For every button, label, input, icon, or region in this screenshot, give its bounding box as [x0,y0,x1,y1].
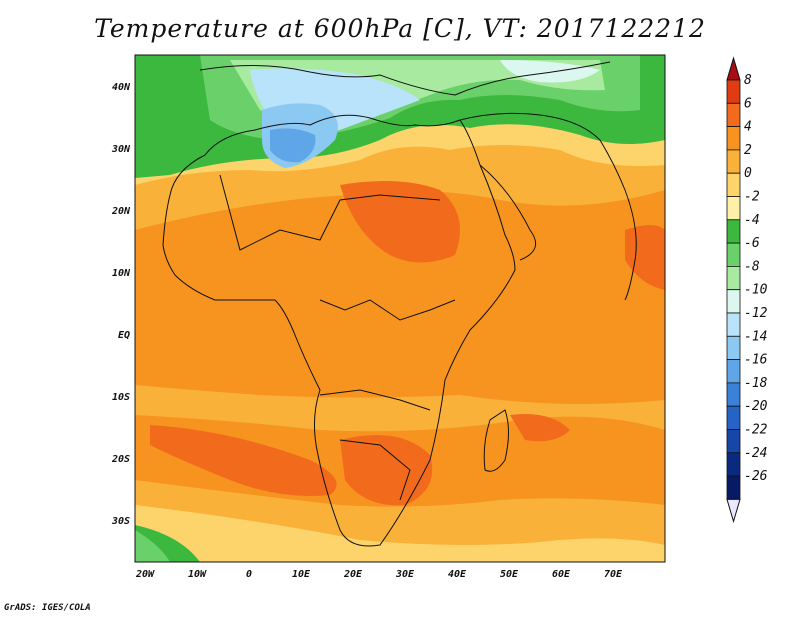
colorbar-bottom-arrow [726,498,741,524]
colorbar-swatch [726,452,741,477]
colorbar-label: -24 [744,446,767,461]
footer-credit: GrADS: IGES/COLA [4,603,91,613]
colorbar-swatch [726,382,741,407]
colorbar-label: -8 [744,259,760,274]
colorbar-top-arrow [726,56,741,81]
field-band-minus16 [270,128,316,163]
colorbar-swatch [726,102,741,128]
temperature-field [135,55,665,562]
colorbar-label: 2 [744,143,752,158]
field-band-plus4-east [625,225,665,290]
colorbar-swatch [726,126,741,151]
lon-label: 10E [292,569,311,580]
map-title: Temperature at 600hPa [C], VT: 201712221… [94,14,706,43]
colorbar-label: -18 [744,376,768,391]
colorbar-label: 0 [744,166,752,181]
lat-label: 20S [111,454,130,465]
mediterranean-coast [199,61,611,96]
colorbar-swatch [726,335,741,360]
colorbar-swatch [726,79,741,104]
field-band-plus4-south [340,435,433,506]
lat-label: 40N [112,82,131,93]
arabia-india-coastline [459,112,637,301]
longitude-labels: 20W 10W 0 10E 20E 30E 40E 50E 60E 70E [135,569,623,580]
colorbar-label: -4 [744,213,760,228]
red-sea-coast [479,164,537,261]
field-band-plus4-se [510,414,570,442]
colorbar-label: -20 [744,399,768,414]
lat-label: 10N [112,268,131,279]
latitude-labels: 40N 30N 20N 10N EQ 10S 20S 30S [111,82,131,527]
field-band-south-lightgreen [135,530,170,562]
colorbar-swatch [726,196,741,221]
colorbar-swatch [726,405,741,430]
colorbar-swatch [726,149,741,174]
southern-borders [319,389,431,411]
colorbar-swatch [726,359,741,384]
lon-label: 40E [448,569,467,580]
colorbar-swatch [726,219,741,244]
colorbar-swatch [726,475,741,500]
field-band-south-edge [135,505,665,562]
colorbar-label: -16 [744,353,768,368]
colorbar-label: 8 [744,73,752,88]
madagascar-outline [483,409,509,472]
colorbar-swatch [726,265,741,291]
central-borders [319,299,456,321]
colorbar-swatch [726,429,741,454]
plot-frame [134,54,666,563]
colorbar-label: 6 [744,96,752,111]
lon-label: 10W [188,569,207,580]
coastlines [162,61,637,547]
lat-label: 20N [111,206,131,217]
lon-label: 50E [500,569,519,580]
colorbar-label: -22 [744,423,768,438]
lon-label: 20E [343,569,363,580]
colorbar-label: -10 [744,283,768,298]
lat-label: 10S [112,392,130,403]
colorbar-label: -2 [744,190,760,205]
colorbar-label: -26 [744,469,768,484]
colorbar-label: -12 [744,306,768,321]
africa-coastline [162,114,516,547]
sahel-borders [219,174,441,251]
lon-label: 30E [395,569,415,580]
colorbar: 8 6 4 2 0 -2 -4 -6 -8 -10 -12 -14 -16 -18 -20 -22 -24 -26 [726,56,768,524]
lat-label: 30S [111,516,130,527]
sa-borders [339,439,411,501]
lat-label: 30N [111,144,131,155]
colorbar-swatch [726,242,741,267]
lon-label: 60E [552,569,571,580]
colorbar-label: -14 [744,329,767,344]
colorbar-swatch [726,289,741,314]
lon-label: 20W [135,569,155,580]
colorbar-swatch [726,172,741,197]
lon-label: 0 [246,569,252,580]
field-band-light-ne [500,60,600,83]
colorbar-label: 4 [744,120,752,135]
field-band-plus2 [135,190,665,404]
lon-label: 70E [604,569,623,580]
lat-label: EQ [118,330,130,341]
colorbar-swatch [726,312,741,337]
colorbar-label: -6 [744,236,760,251]
field-band-plus4-sw [150,425,337,496]
field-band-plus4-north [340,181,460,263]
